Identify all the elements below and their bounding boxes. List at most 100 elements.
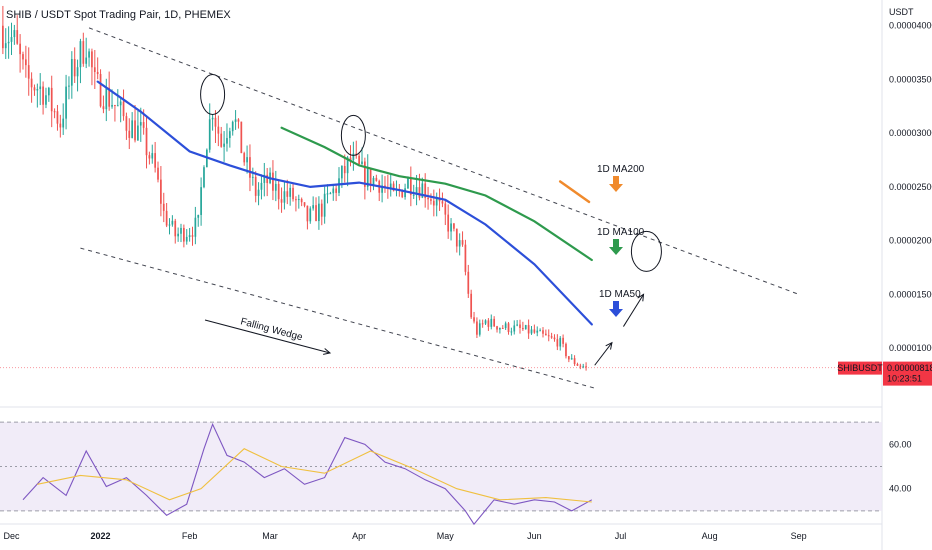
time-tick-label: Sep <box>791 531 807 541</box>
candle-body <box>145 127 148 156</box>
candle-body <box>455 228 458 247</box>
candle-body <box>277 183 280 200</box>
candle-body <box>180 227 182 234</box>
time-tick-label: Apr <box>352 531 366 541</box>
candle-body <box>341 165 343 179</box>
time-tick-label: May <box>437 531 455 541</box>
projection-arrow <box>594 342 613 366</box>
candle-body <box>105 87 108 110</box>
price-tick-label: 0.00001000 <box>889 343 932 353</box>
candle-body <box>96 72 99 75</box>
candle-body <box>458 240 461 247</box>
candle-body <box>352 153 355 161</box>
ma-line-1d-ma200 <box>558 180 591 204</box>
time-tick-label: Jun <box>527 531 542 541</box>
projection-arrow-head <box>637 293 645 302</box>
candle-body <box>490 318 493 327</box>
price-tick-label: 0.00002000 <box>889 236 932 246</box>
candle-body <box>467 271 470 294</box>
candle-body <box>240 121 243 154</box>
candle-body <box>412 194 415 196</box>
candle-body <box>137 125 139 141</box>
candle-body <box>461 240 464 245</box>
candle-body <box>513 325 516 332</box>
candle-body <box>260 182 263 190</box>
candle-body <box>447 214 450 232</box>
candle-body <box>88 51 90 58</box>
candle-body <box>39 86 42 90</box>
candle-body <box>102 106 105 110</box>
candle-body <box>194 217 197 237</box>
candle-body <box>553 337 556 340</box>
candle-body <box>111 104 113 107</box>
candle-body <box>579 365 582 367</box>
candle-body <box>547 335 550 337</box>
candle-body <box>203 167 205 188</box>
candle-body <box>82 41 85 64</box>
candle-body <box>559 337 562 347</box>
ma-line-1d-ma50 <box>96 80 593 326</box>
candle-body <box>292 187 294 200</box>
candle-body <box>297 199 300 201</box>
candle-body <box>318 203 320 222</box>
candle-body <box>177 233 179 237</box>
time-tick-label: Jul <box>615 531 627 541</box>
candle-body <box>303 202 306 206</box>
candle-body <box>228 131 231 139</box>
candle-body <box>151 153 154 159</box>
candle-body <box>263 174 266 183</box>
candle-body <box>427 197 429 200</box>
candle-body <box>33 87 36 91</box>
candle-body <box>573 358 576 365</box>
candle-body <box>272 172 274 191</box>
candle-body <box>174 220 177 237</box>
candle-body <box>139 122 142 126</box>
symbol-badge <box>838 361 882 375</box>
candle-body <box>522 327 524 330</box>
candle-body <box>366 167 369 187</box>
candle-body <box>567 356 570 360</box>
candle-body <box>295 199 297 201</box>
candle-body <box>200 187 202 215</box>
price-tick-label: 0.00003500 <box>889 74 932 84</box>
candle-body <box>392 183 395 191</box>
candle-body <box>582 366 585 368</box>
candle-body <box>85 57 88 64</box>
candle-body <box>22 54 24 60</box>
candle-body <box>570 358 573 360</box>
candle-body <box>99 74 102 107</box>
candle-body <box>338 178 340 193</box>
candle-body <box>65 86 67 119</box>
candle-body <box>332 188 335 194</box>
time-tick-label: Mar <box>262 531 278 541</box>
candle-body <box>53 111 56 113</box>
candle-body <box>119 101 122 106</box>
candle-body <box>165 210 168 226</box>
time-tick-label: Dec <box>3 531 20 541</box>
candle-body <box>418 187 421 198</box>
ma200-pointer-arrow <box>609 176 623 192</box>
candle-body <box>185 236 188 242</box>
candle-body <box>223 143 225 147</box>
candle-body <box>42 86 44 105</box>
candle-body <box>257 189 260 196</box>
candle-body <box>93 67 96 73</box>
candle-body <box>45 95 47 105</box>
candle-body <box>389 183 392 189</box>
highlight-circle <box>630 230 662 272</box>
candle-body <box>62 118 65 128</box>
candle-body <box>19 43 21 55</box>
candle-body <box>530 329 533 334</box>
candle-body <box>519 324 521 328</box>
candle-body <box>114 104 116 106</box>
candle-body <box>438 198 441 202</box>
candle-body <box>249 157 251 178</box>
currency-label: USDT <box>889 7 914 17</box>
candle-body <box>476 321 478 335</box>
candle-body <box>234 119 237 122</box>
candle-body <box>220 133 223 147</box>
chart-title: SHIB / USDT Spot Trading Pair, 1D, PHEME… <box>6 9 231 21</box>
wedge-upper-trendline <box>88 27 799 295</box>
